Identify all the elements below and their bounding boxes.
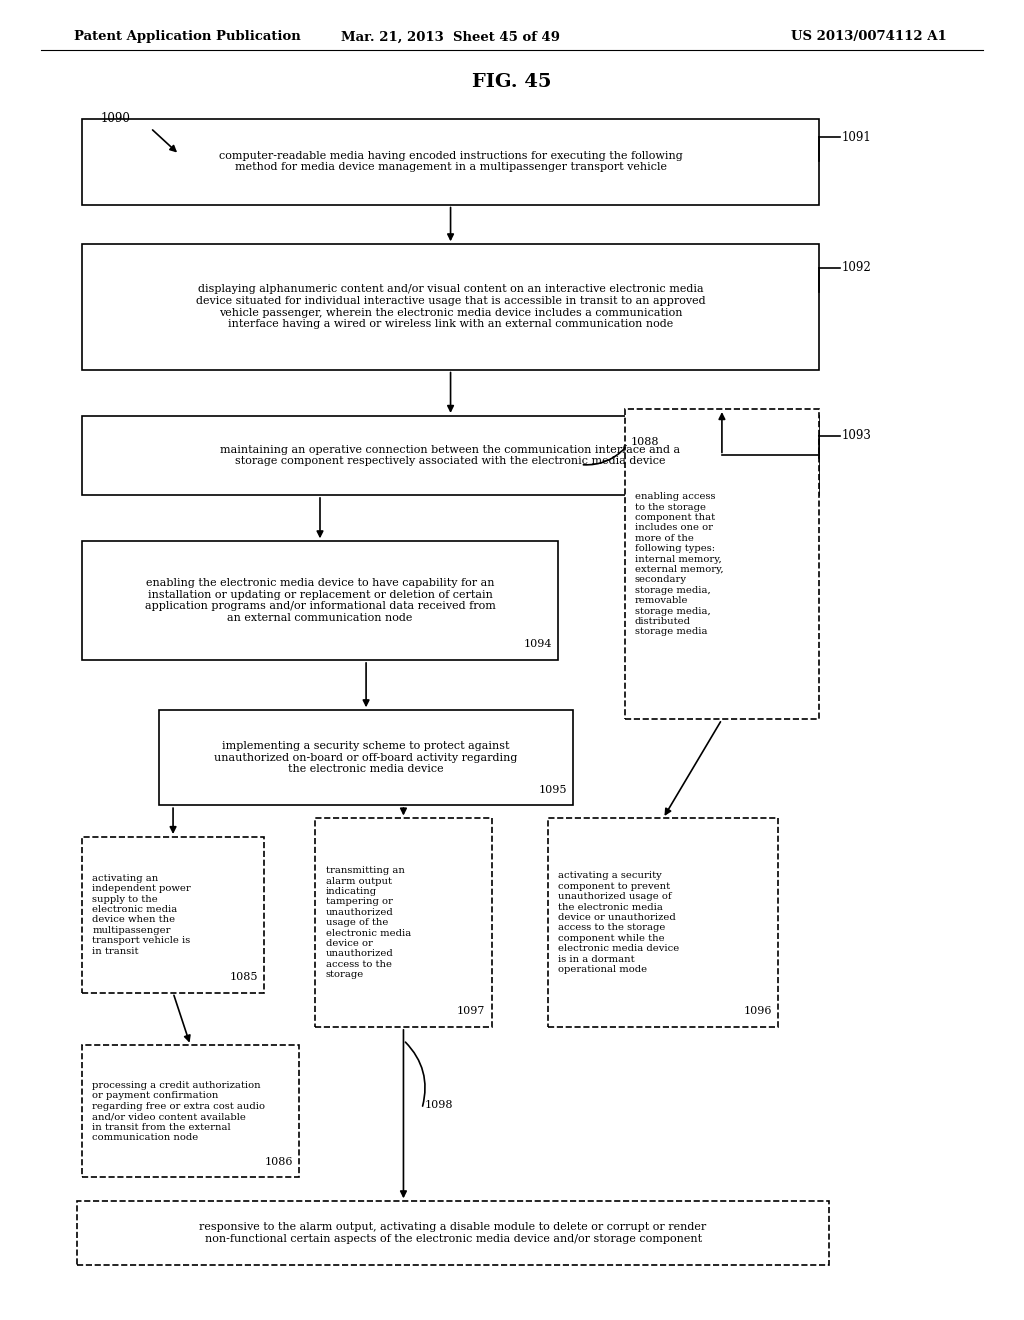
Text: processing a credit authorization
or payment confirmation
regarding free or extr: processing a credit authorization or pay… xyxy=(92,1081,265,1142)
Text: activating an
independent power
supply to the
electronic media
device when the
m: activating an independent power supply t… xyxy=(92,874,190,956)
Text: 1088: 1088 xyxy=(631,437,659,447)
Text: 1086: 1086 xyxy=(264,1156,293,1167)
Text: enabling access
to the storage
component that
includes one or
more of the
follow: enabling access to the storage component… xyxy=(635,492,724,636)
Text: 1096: 1096 xyxy=(743,1006,772,1016)
Text: activating a security
component to prevent
unauthorized usage of
the electronic : activating a security component to preve… xyxy=(558,871,679,974)
Text: 1094: 1094 xyxy=(523,639,552,649)
Text: 1097: 1097 xyxy=(457,1006,485,1016)
Text: Patent Application Publication: Patent Application Publication xyxy=(74,30,300,44)
Text: Mar. 21, 2013  Sheet 45 of 49: Mar. 21, 2013 Sheet 45 of 49 xyxy=(341,30,560,44)
Text: 1093: 1093 xyxy=(842,429,871,442)
Bar xyxy=(82,244,819,370)
Text: computer-readable media having encoded instructions for executing the following
: computer-readable media having encoded i… xyxy=(219,150,682,173)
Text: implementing a security scheme to protect against
unauthorized on-board or off-b: implementing a security scheme to protec… xyxy=(214,741,518,775)
Text: displaying alphanumeric content and/or visual content on an interactive electron: displaying alphanumeric content and/or v… xyxy=(196,285,706,329)
Bar xyxy=(77,1201,829,1265)
Text: enabling the electronic media device to have capability for an
installation or u: enabling the electronic media device to … xyxy=(144,578,496,623)
Bar xyxy=(82,416,819,495)
Text: FIG. 45: FIG. 45 xyxy=(472,73,552,91)
Text: 1098: 1098 xyxy=(425,1100,454,1110)
Text: 1095: 1095 xyxy=(539,784,567,795)
Bar xyxy=(548,818,778,1027)
Bar xyxy=(315,818,492,1027)
Bar xyxy=(625,409,819,719)
Text: responsive to the alarm output, activating a disable module to delete or corrupt: responsive to the alarm output, activati… xyxy=(200,1222,707,1243)
Text: 1085: 1085 xyxy=(229,972,258,982)
Bar xyxy=(82,1045,299,1177)
Text: 1090: 1090 xyxy=(100,112,131,125)
Bar xyxy=(82,837,264,993)
Text: US 2013/0074112 A1: US 2013/0074112 A1 xyxy=(792,30,947,44)
Text: 1091: 1091 xyxy=(842,131,871,144)
Text: 1092: 1092 xyxy=(842,261,871,275)
Text: maintaining an operative connection between the communication interface and a
st: maintaining an operative connection betw… xyxy=(220,445,681,466)
Bar xyxy=(159,710,573,805)
Bar xyxy=(82,119,819,205)
Bar xyxy=(82,541,558,660)
Text: transmitting an
alarm output
indicating
tampering or
unauthorized
usage of the
e: transmitting an alarm output indicating … xyxy=(326,866,411,979)
